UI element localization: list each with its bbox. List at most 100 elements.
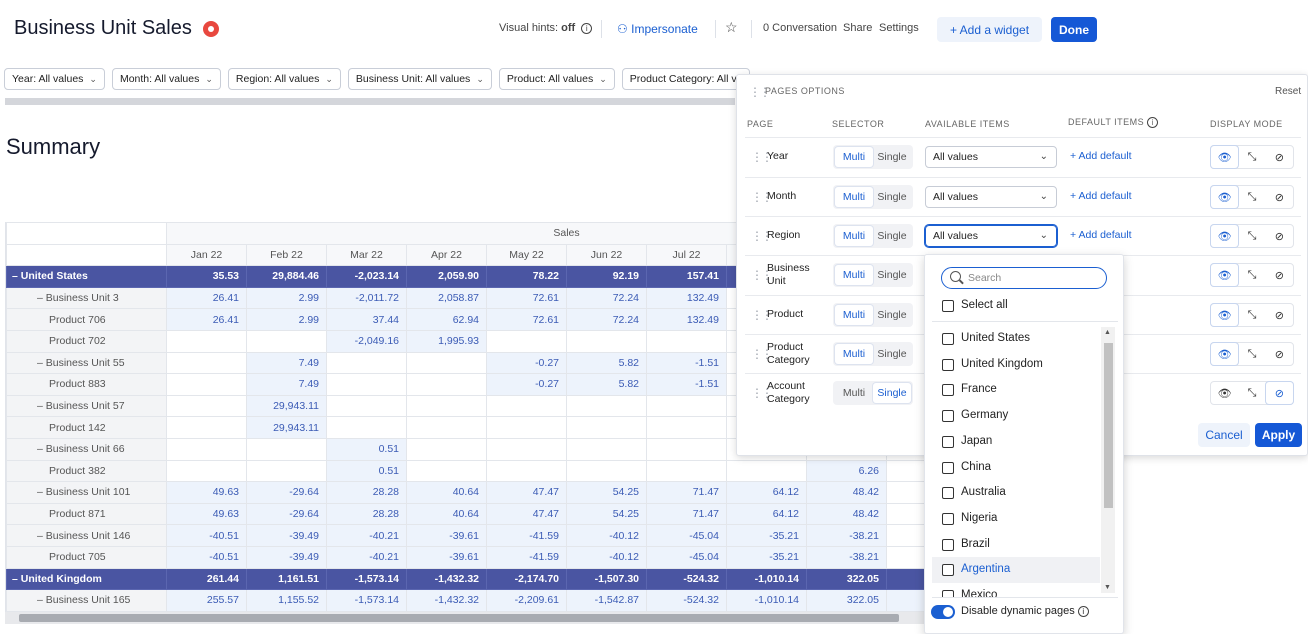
row-label[interactable]: Product 702 <box>6 329 167 353</box>
option-item[interactable]: United States <box>932 326 1100 352</box>
reset-button[interactable]: Reset <box>1275 86 1302 97</box>
eye-off-icon[interactable]: ⊘ <box>1274 191 1284 204</box>
conversation-link[interactable]: 0 Conversation <box>763 22 837 34</box>
option-item[interactable]: China <box>932 455 1100 481</box>
eye-icon[interactable]: 👁 <box>1211 343 1239 365</box>
drag-handle-icon[interactable]: ⋮⋮ <box>749 85 771 99</box>
add-default-link[interactable]: + Add default <box>1070 190 1132 202</box>
collapse-icon[interactable]: ⤡ <box>1247 268 1257 281</box>
drag-handle-icon[interactable]: ⋮⋮ <box>751 268 773 282</box>
option-item[interactable]: Japan <box>932 429 1100 455</box>
drag-handle-icon[interactable]: ⋮⋮ <box>751 308 773 322</box>
row-label[interactable]: Product 382 <box>6 459 167 483</box>
drag-handle-icon[interactable]: ⋮⋮ <box>751 386 773 400</box>
row-label[interactable]: – United Kingdom <box>6 567 167 591</box>
filter-month[interactable]: Month: All values ⌄ <box>111 68 221 90</box>
star-icon[interactable]: ☆ <box>725 19 738 35</box>
option-list-scrollbar[interactable]: ▲ ▼ <box>1101 327 1115 593</box>
single-option[interactable]: Single <box>877 191 907 203</box>
option-item[interactable]: Mexico <box>932 583 1100 597</box>
multi-option[interactable]: Multi <box>835 147 873 167</box>
checkbox[interactable] <box>942 564 954 577</box>
row-label[interactable]: – Business Unit 66 <box>6 437 167 461</box>
filter-region[interactable]: Region: All values ⌄ <box>227 68 341 90</box>
drag-handle-icon[interactable]: ⋮⋮ <box>751 347 773 361</box>
checkbox[interactable] <box>942 435 954 448</box>
option-item[interactable]: United Kingdom <box>932 352 1100 378</box>
checkbox[interactable] <box>942 512 954 525</box>
dynamic-pages-toggle[interactable] <box>931 605 955 619</box>
checkbox[interactable] <box>942 487 954 500</box>
cancel-button[interactable]: Cancel <box>1198 423 1250 447</box>
eye-icon[interactable]: 👁 <box>1211 264 1239 286</box>
available-items-select[interactable]: All values ⌄ <box>925 186 1057 208</box>
option-item[interactable]: France <box>932 377 1100 403</box>
scroll-up-icon[interactable]: ▲ <box>1104 329 1111 336</box>
checkbox[interactable] <box>942 538 954 551</box>
checkbox[interactable] <box>942 333 954 345</box>
filter-product[interactable]: Product: All values ⌄ <box>498 68 615 90</box>
row-label[interactable]: – Business Unit 146 <box>6 524 167 547</box>
checkbox[interactable] <box>942 590 954 597</box>
multi-option[interactable]: Multi <box>835 344 873 364</box>
row-label[interactable]: Product 871 <box>6 502 167 526</box>
row-label[interactable]: – Business Unit 55 <box>6 351 167 375</box>
scrollbar-thumb[interactable] <box>1104 343 1113 508</box>
eye-icon[interactable]: 👁 <box>1217 387 1232 400</box>
available-items-select[interactable]: All values ⌄ <box>925 225 1057 247</box>
single-option[interactable]: Single <box>873 383 911 403</box>
drag-handle-icon[interactable]: ⋮⋮ <box>751 150 773 164</box>
single-option[interactable]: Single <box>877 348 907 360</box>
eye-icon[interactable]: 👁 <box>1211 225 1239 247</box>
checkbox[interactable] <box>942 410 954 423</box>
done-button[interactable]: Done <box>1051 17 1097 42</box>
checkbox[interactable] <box>942 384 954 397</box>
eye-off-icon[interactable]: ⊘ <box>1274 269 1284 282</box>
multi-option[interactable]: Multi <box>835 187 873 207</box>
drag-handle-icon[interactable]: ⋮⋮ <box>751 190 773 204</box>
scroll-down-icon[interactable]: ▼ <box>1104 584 1111 591</box>
single-option[interactable]: Single <box>877 151 907 163</box>
row-label[interactable]: – Business Unit 101 <box>6 481 167 504</box>
collapse-icon[interactable]: ⤡ <box>1247 308 1257 321</box>
filter-scrollbar[interactable] <box>5 98 735 105</box>
row-label[interactable]: – Business Unit 57 <box>6 394 167 418</box>
settings-link[interactable]: Settings <box>879 22 919 34</box>
filter-year[interactable]: Year: All values ⌄ <box>4 68 105 90</box>
select-all-option[interactable]: Select all <box>932 293 1100 319</box>
share-link[interactable]: Share <box>843 22 873 34</box>
eye-icon[interactable]: 👁 <box>1211 146 1239 168</box>
info-icon[interactable]: i <box>1077 605 1089 617</box>
single-option[interactable]: Single <box>877 230 907 242</box>
row-label[interactable]: – Business Unit 165 <box>6 589 167 612</box>
available-items-select[interactable]: All values ⌄ <box>925 146 1057 168</box>
option-item[interactable]: Australia <box>932 480 1100 506</box>
multi-option[interactable]: Multi <box>835 305 873 325</box>
filter-business-unit[interactable]: Business Unit: All values ⌄ <box>347 68 492 90</box>
search-input[interactable]: Search <box>941 267 1107 289</box>
add-default-link[interactable]: + Add default <box>1070 150 1132 162</box>
eye-off-icon[interactable]: ⊘ <box>1274 151 1284 164</box>
eye-off-icon[interactable]: ⊘ <box>1274 230 1284 243</box>
row-label[interactable]: Product 883 <box>6 373 167 396</box>
option-item[interactable]: Argentina <box>932 557 1100 583</box>
filter-product-category[interactable]: Product Category: All va <box>621 68 751 90</box>
multi-option[interactable]: Multi <box>835 226 873 246</box>
row-label[interactable]: Product 142 <box>6 416 167 439</box>
eye-off-icon[interactable]: ⊘ <box>1274 309 1284 322</box>
single-option[interactable]: Single <box>877 309 907 321</box>
scrollbar-thumb[interactable] <box>19 614 899 622</box>
drag-handle-icon[interactable]: ⋮⋮ <box>751 229 773 243</box>
add-default-link[interactable]: + Add default <box>1070 229 1132 241</box>
eye-icon[interactable]: 👁 <box>1211 304 1239 326</box>
row-label[interactable]: – Business Unit 3 <box>6 286 167 310</box>
collapse-icon[interactable]: ⤡ <box>1247 347 1257 360</box>
collapse-icon[interactable]: ⤡ <box>1247 386 1257 399</box>
info-icon[interactable]: i <box>1147 117 1159 129</box>
single-option[interactable]: Single <box>877 269 907 281</box>
collapse-icon[interactable]: ⤡ <box>1247 150 1257 163</box>
eye-off-icon[interactable]: ⊘ <box>1274 348 1284 361</box>
collapse-icon[interactable]: ⤡ <box>1247 229 1257 242</box>
checkbox[interactable] <box>942 358 954 371</box>
eye-icon[interactable]: 👁 <box>1211 186 1239 208</box>
